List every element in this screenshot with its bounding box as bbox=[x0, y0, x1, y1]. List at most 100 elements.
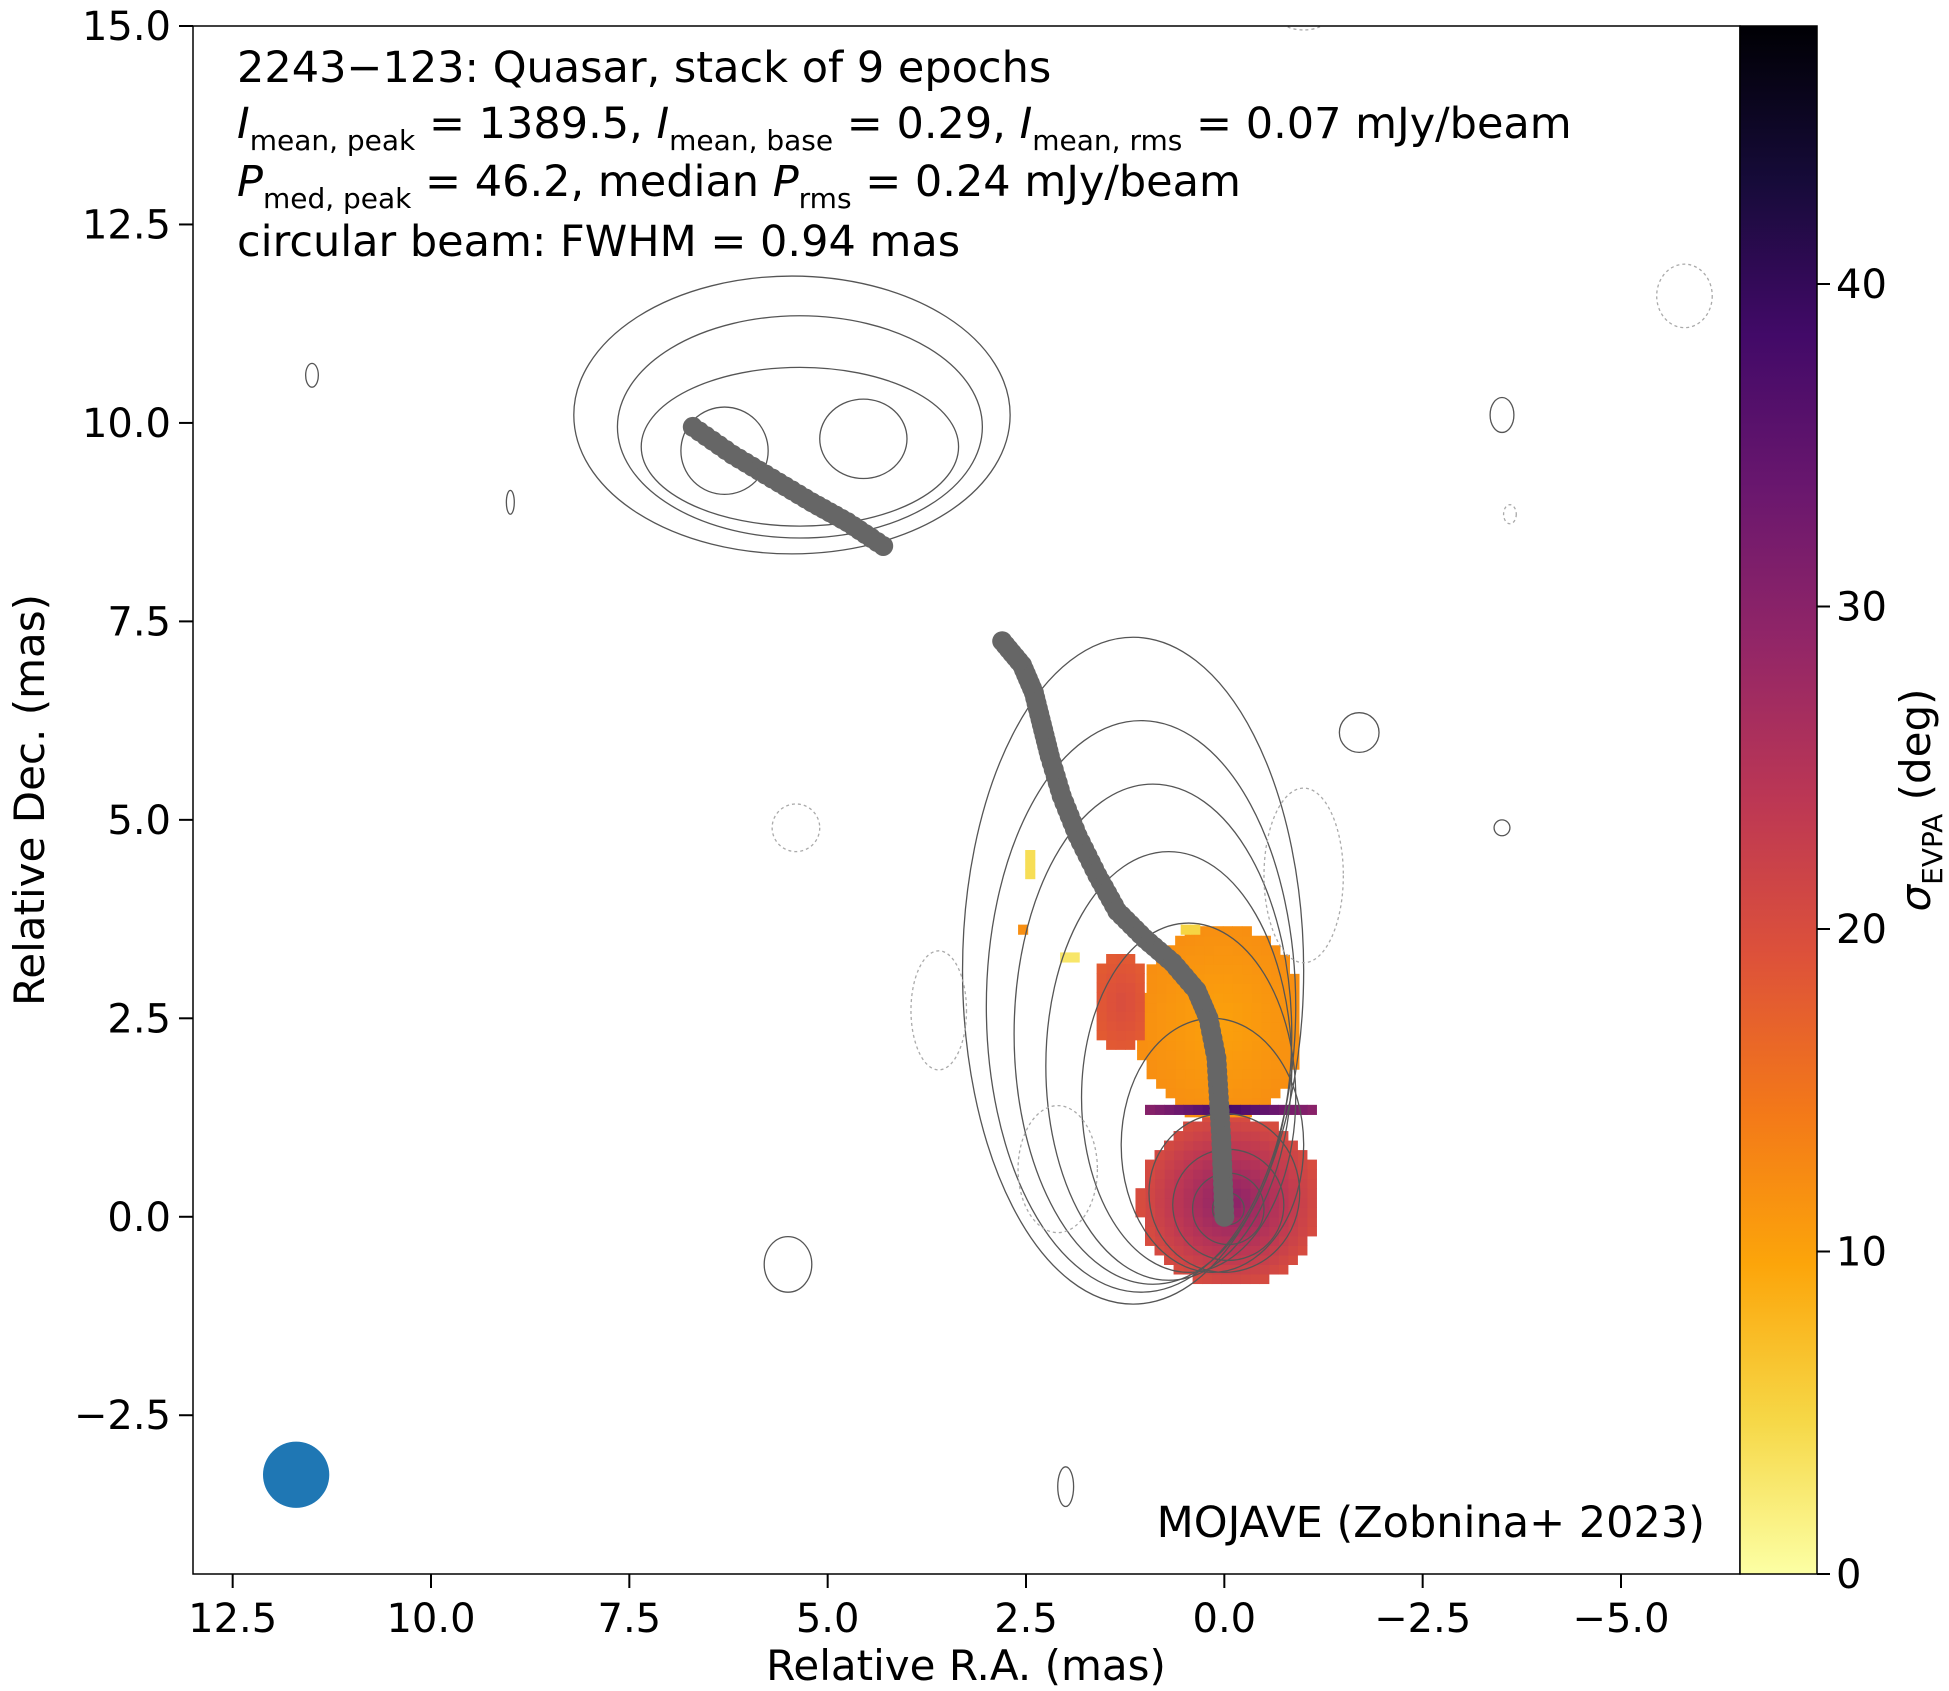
evpa-pixel bbox=[1202, 1150, 1213, 1161]
evpa-pixel bbox=[1270, 1031, 1281, 1042]
evpa-pixel bbox=[1222, 1050, 1233, 1061]
evpa-pixel bbox=[1202, 1235, 1213, 1246]
evpa-pixel bbox=[1241, 1011, 1252, 1023]
evpa-pixel bbox=[1306, 1188, 1317, 1199]
evpa-pixel bbox=[1203, 945, 1214, 956]
evpa-pixel bbox=[1164, 1150, 1175, 1161]
evpa-pixel bbox=[1268, 1235, 1279, 1246]
evpa-pixel bbox=[1125, 992, 1136, 1003]
negative-contour bbox=[771, 803, 821, 853]
evpa-pixel bbox=[1270, 964, 1281, 975]
annotation-title: 2243−123: Quasar, stack of 9 epochs bbox=[237, 43, 1051, 93]
evpa-pixel bbox=[1213, 945, 1224, 956]
evpa-pixel bbox=[1202, 1169, 1213, 1180]
evpa-pixel bbox=[1306, 1197, 1317, 1208]
evpa-pixel bbox=[1251, 1088, 1262, 1099]
credit-label: MOJAVE (Zobnina+ 2023) bbox=[1157, 1498, 1705, 1548]
evpa-pixel bbox=[1249, 1104, 1260, 1115]
evpa-pixel bbox=[1289, 983, 1300, 994]
evpa-pixel bbox=[1202, 1273, 1213, 1285]
evpa-pixel bbox=[1115, 973, 1126, 984]
evpa-pixel bbox=[1145, 1188, 1156, 1199]
evpa-pixel bbox=[1268, 1226, 1279, 1237]
plot-area bbox=[262, 26, 1713, 1508]
evpa-pixel bbox=[1194, 1021, 1205, 1032]
evpa-pixel bbox=[1175, 992, 1186, 1004]
evpa-pixel bbox=[1222, 1069, 1233, 1080]
evpa-pixel bbox=[1164, 1188, 1175, 1199]
evpa-heatmap bbox=[1018, 850, 1317, 1285]
evpa-pixel bbox=[1173, 1178, 1184, 1189]
evpa-pixel bbox=[1202, 1254, 1213, 1265]
evpa-pixel bbox=[1287, 1226, 1298, 1237]
evpa-pixel bbox=[1183, 1150, 1194, 1161]
evpa-pixel bbox=[1260, 1088, 1271, 1099]
evpa-pixel bbox=[1115, 1030, 1126, 1041]
contour-group-negative bbox=[771, 26, 1713, 1234]
contour-level bbox=[680, 406, 769, 496]
evpa-region-jet-left-patch bbox=[1096, 954, 1145, 1050]
evpa-pixel bbox=[1251, 1011, 1262, 1023]
evpa-pixel bbox=[1306, 1226, 1317, 1237]
evpa-pixel bbox=[1165, 1088, 1176, 1099]
evpa-pixel bbox=[1183, 1140, 1194, 1151]
evpa-region-orange-spot bbox=[1018, 924, 1029, 935]
evpa-pixel bbox=[1260, 1011, 1271, 1023]
evpa-pixel bbox=[1018, 924, 1029, 935]
evpa-pixel bbox=[1230, 1235, 1241, 1246]
evpa-pixel bbox=[1232, 1011, 1243, 1023]
contour-level bbox=[640, 366, 960, 527]
evpa-pixel bbox=[1165, 1059, 1176, 1070]
evpa-pixel bbox=[1192, 1245, 1203, 1256]
evpa-pixel bbox=[1060, 952, 1071, 963]
evpa-pixel bbox=[1192, 1159, 1203, 1170]
evpa-pixel bbox=[1249, 1226, 1260, 1237]
evpa-pixel bbox=[1192, 1104, 1203, 1115]
evpa-pixel bbox=[1115, 954, 1126, 965]
evpa-pixel bbox=[1240, 1159, 1251, 1170]
evpa-pixel bbox=[1211, 1235, 1222, 1246]
evpa-pixel bbox=[1289, 1021, 1300, 1032]
evpa-pixel bbox=[1232, 973, 1243, 984]
evpa-pixel bbox=[1251, 973, 1262, 984]
evpa-pixel bbox=[1183, 1207, 1194, 1218]
evpa-pixel bbox=[1106, 1030, 1117, 1041]
evpa-pixel bbox=[1164, 1140, 1175, 1151]
evpa-pixel bbox=[1115, 1020, 1126, 1031]
evpa-pixel bbox=[1145, 1104, 1156, 1115]
evpa-pixel bbox=[1259, 1131, 1270, 1142]
evpa-pixel bbox=[1202, 1226, 1213, 1237]
evpa-pixel bbox=[1164, 1245, 1175, 1256]
evpa-pixel bbox=[1259, 1169, 1270, 1180]
evpa-pixel bbox=[1175, 945, 1186, 956]
evpa-pixel bbox=[1241, 992, 1252, 1004]
evpa-pixel bbox=[1165, 1011, 1176, 1023]
evpa-pixel bbox=[1260, 964, 1271, 975]
evpa-pixel bbox=[1125, 1020, 1136, 1031]
evpa-pixel bbox=[1297, 1245, 1308, 1256]
evpa-pixel bbox=[1251, 1059, 1262, 1070]
evpa-pixel bbox=[1202, 1121, 1213, 1132]
negative-contour bbox=[1502, 504, 1517, 525]
evpa-pixel bbox=[1230, 1207, 1241, 1218]
evpa-pixel bbox=[1240, 1121, 1251, 1132]
evpa-pixel bbox=[1230, 1159, 1241, 1170]
evpa-pixel bbox=[1184, 1059, 1195, 1070]
evpa-pixel bbox=[1106, 1001, 1117, 1012]
evpa-pixel bbox=[1241, 1088, 1252, 1099]
evpa-pixel bbox=[1134, 963, 1145, 974]
y-tick-label: −2.5 bbox=[74, 1393, 171, 1439]
contour-level bbox=[1057, 1466, 1075, 1508]
evpa-pixel bbox=[1270, 1002, 1281, 1013]
evpa-pixel bbox=[1222, 926, 1233, 937]
evpa-pixel bbox=[1194, 1050, 1205, 1061]
evpa-pixel bbox=[1222, 1040, 1233, 1051]
evpa-pixel bbox=[1146, 1059, 1157, 1070]
evpa-pixel bbox=[1278, 1159, 1289, 1170]
evpa-pixel bbox=[1180, 924, 1191, 935]
evpa-pixel bbox=[1183, 1121, 1194, 1132]
evpa-pixel bbox=[1287, 1235, 1298, 1246]
colorbar-tick-label: 0 bbox=[1836, 1552, 1861, 1598]
evpa-pixel bbox=[1096, 982, 1107, 993]
evpa-pixel bbox=[1287, 1169, 1298, 1180]
